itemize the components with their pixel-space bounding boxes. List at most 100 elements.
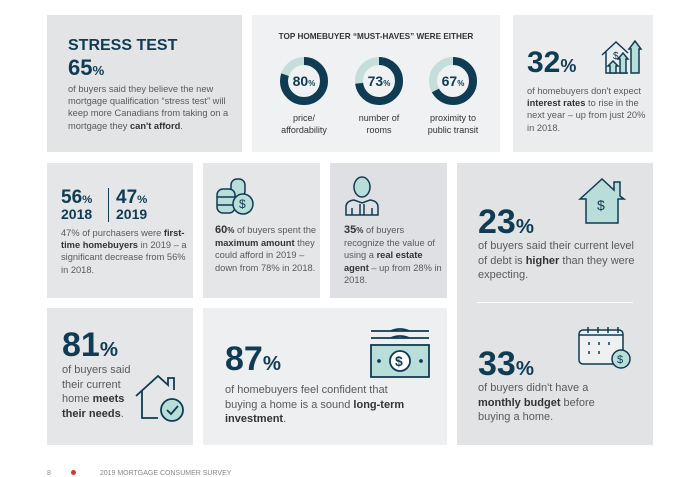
donut-item: 73% number of rooms: [349, 55, 409, 136]
max-amount-text: 60% of buyers spent the maximum amount t…: [215, 224, 319, 274]
text-bold: real estate agent: [344, 250, 423, 273]
year-2018: 2018: [61, 206, 93, 222]
stat-unit: %: [92, 63, 105, 78]
page-number: 8: [47, 470, 51, 477]
stat-unit: %: [515, 358, 534, 380]
cash-stack-icon: $: [369, 328, 431, 380]
must-haves-card: TOP HOMEBUYER “MUST-HAVES” WERE EITHER 8…: [252, 15, 500, 152]
max-amount-card: $ 60% of buyers spent the maximum amount…: [203, 163, 320, 298]
stat-unit: %: [515, 216, 534, 238]
text: of buyers spent the: [234, 225, 317, 235]
text-bold: monthly budget: [478, 396, 561, 409]
debt-budget-card: $ 23% of buyers said their current level…: [457, 163, 653, 445]
text: of buyers said they believe the new mort…: [68, 84, 229, 131]
donut-item: 67% proximity to public transit: [423, 55, 483, 136]
stat-unit: %: [137, 194, 148, 206]
donut-label: 73%: [368, 73, 391, 89]
real-estate-agent-card: 35% of buyers recognize the value of usi…: [330, 163, 447, 298]
agent-person-icon: [344, 175, 380, 217]
donut-caption: price/ affordability: [281, 113, 327, 135]
stat-value: 56: [61, 187, 83, 208]
text: – up from 28% in 2018.: [344, 262, 442, 285]
text: than they were expecting.: [478, 254, 635, 282]
stat-value: 47: [116, 187, 138, 208]
text-bold: higher: [525, 254, 560, 267]
must-haves-title: TOP HOMEBUYER “MUST-HAVES” WERE EITHER: [278, 32, 474, 41]
interest-stat: 32%: [527, 48, 576, 78]
text: .: [283, 413, 287, 425]
meets-needs-stat: 81%: [62, 328, 118, 362]
stat-value: 65: [68, 55, 93, 80]
donut-item: 80% price/ affordability: [274, 55, 334, 136]
stress-test-text: of buyers said they believe the new mort…: [68, 83, 240, 132]
text-bold: interest rates: [527, 98, 586, 109]
footer-logo-icon: [70, 470, 76, 475]
svg-text:$: $: [239, 197, 246, 211]
donut-caption: proximity to public transit: [427, 113, 479, 135]
stat-value: 33: [478, 345, 516, 383]
donut-chart: 73%: [355, 57, 403, 105]
text: in 2019 – a significant decrease from 56…: [61, 240, 187, 275]
divider: [108, 188, 109, 222]
text: of buyers said their current home: [62, 364, 131, 405]
text: they could afford in 2019 – down from 78…: [215, 238, 316, 273]
text-bold: maximum amount: [215, 238, 295, 249]
stat-value: 23: [478, 203, 516, 241]
stat-value: 32: [527, 46, 561, 79]
text: .: [120, 407, 124, 420]
stat-unit: %: [82, 194, 93, 206]
text-bold: meets their needs: [62, 393, 125, 420]
text: .: [180, 120, 183, 131]
first-time-buyers-card: 56% 2018 47% 2019 47% of purchasers were…: [47, 163, 193, 298]
interest-rates-card: 32% $ of homebuyers don't expect interes…: [513, 15, 653, 152]
stat-unit: %: [99, 339, 118, 361]
text: of buyers didn't have a: [478, 382, 589, 394]
donut-label: 67%: [442, 73, 465, 89]
calendar-dollar-icon: $: [576, 325, 634, 371]
debt-text: of buyers said their current level of de…: [478, 239, 638, 283]
svg-text:$: $: [613, 51, 619, 62]
donut-chart: 80%: [280, 57, 328, 105]
donut-caption: number of rooms: [358, 113, 400, 135]
interest-text: of homebuyers don't expect interest rate…: [527, 85, 649, 134]
donut-chart: 67%: [429, 57, 477, 105]
meets-needs-card: 81% of buyers said their current home me…: [47, 308, 193, 445]
stat-unit: %: [227, 226, 235, 235]
debt-stat: 23%: [478, 205, 534, 239]
stat-unit: %: [356, 226, 364, 235]
agent-text: 35% of buyers recognize the value of usi…: [344, 224, 444, 286]
investment-text: of homebuyers feel confident that buying…: [225, 383, 405, 427]
svg-text:$: $: [597, 197, 605, 213]
stress-test-stat: 65%: [68, 57, 104, 79]
text: to rise in the next year – up from just …: [527, 98, 646, 133]
stat-value: 87: [225, 340, 263, 378]
house-check-icon: [134, 372, 188, 424]
text-bold: can't afford: [130, 120, 181, 131]
house-rising-arrows-icon: $: [600, 37, 644, 75]
donut-fill: [429, 57, 477, 105]
stat-value: 60: [215, 224, 228, 236]
divider: [477, 302, 633, 303]
coins-icon: $: [215, 177, 257, 217]
year-2019: 2019: [116, 206, 148, 222]
stat-2019: 47%: [116, 188, 147, 207]
budget-stat: 33%: [478, 347, 534, 381]
text: before buying a home.: [478, 396, 595, 424]
svg-text:$: $: [395, 353, 403, 369]
stat-unit: %: [262, 353, 281, 375]
footer-title: 2019 MORTGAGE CONSUMER SURVEY: [99, 470, 232, 477]
svg-text:$: $: [617, 354, 623, 366]
stress-test-title: STRESS TEST: [68, 37, 178, 54]
stat-2018: 56%: [61, 188, 92, 207]
stat-value: 35: [344, 224, 357, 236]
meets-needs-text: of buyers said their current home meets …: [62, 363, 134, 421]
investment-card: 87% of homebuyers feel confident that bu…: [203, 308, 447, 445]
text-bold: long-term investment: [225, 398, 405, 426]
text: 47% of purchasers were: [61, 228, 164, 238]
text-bold: first-time homebuyers: [61, 228, 185, 251]
text: of buyers said their current level of de…: [478, 240, 634, 267]
stat-unit: %: [560, 56, 577, 76]
footer: 8 2019 MORTGAGE CONSUMER SURVEY: [47, 470, 231, 477]
text: of homebuyers feel confident that buying…: [225, 384, 388, 411]
stress-test-card: STRESS TEST 65% of buyers said they beli…: [47, 15, 242, 152]
